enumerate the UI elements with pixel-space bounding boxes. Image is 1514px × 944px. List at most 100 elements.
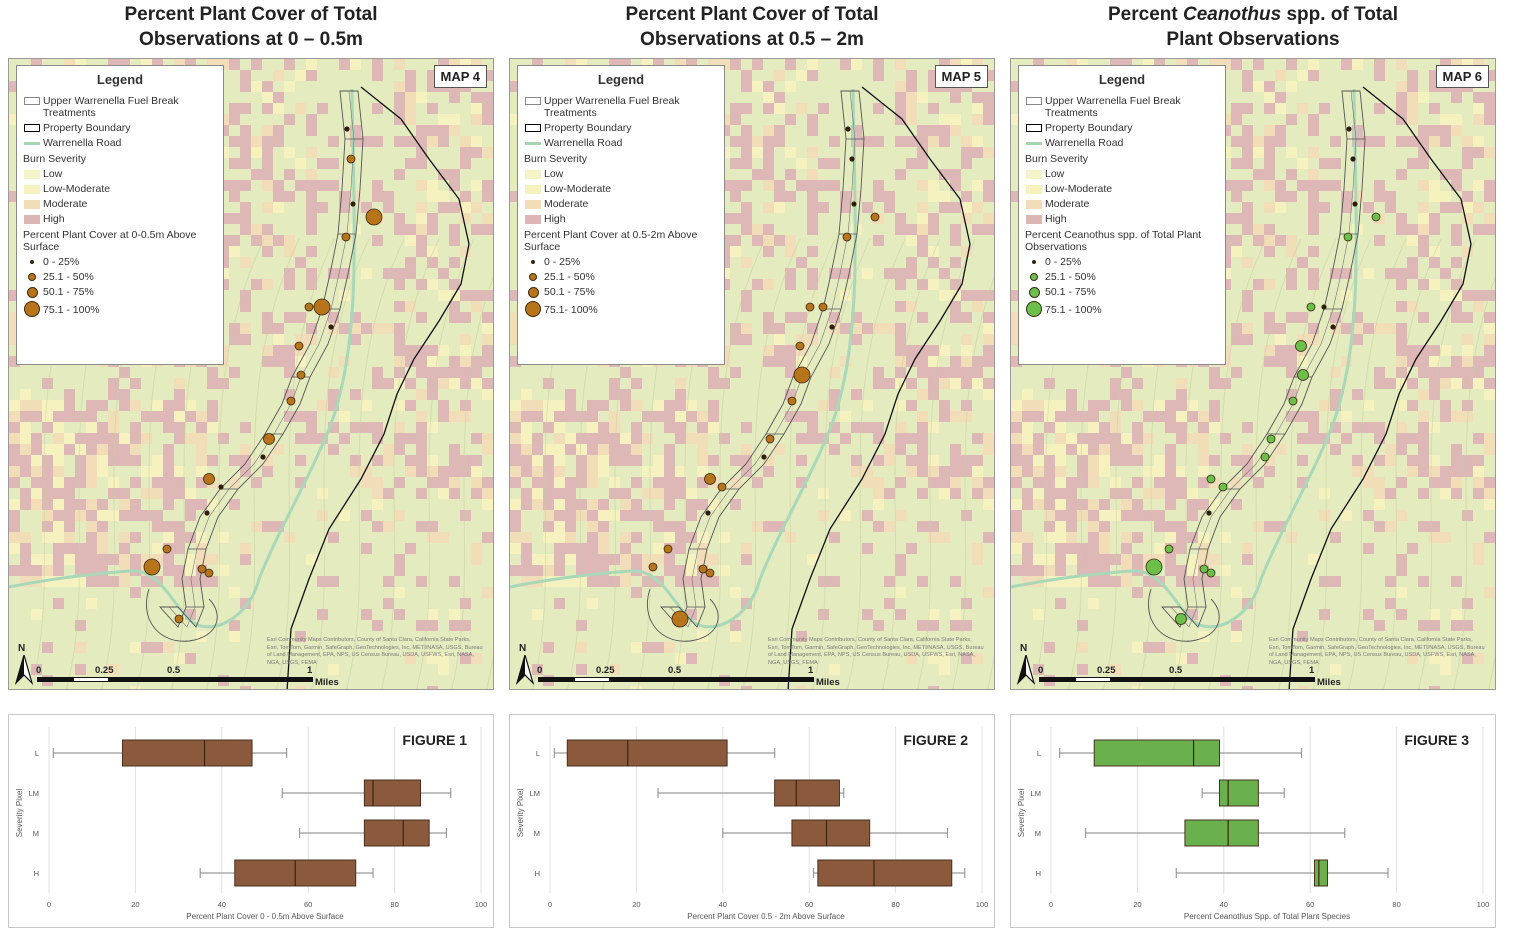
observation-point[interactable]: [842, 232, 852, 242]
observation-point[interactable]: [705, 510, 711, 516]
observation-point[interactable]: [218, 484, 224, 490]
observation-point[interactable]: [304, 302, 314, 312]
observation-point[interactable]: [845, 126, 851, 132]
observation-point[interactable]: [663, 544, 673, 554]
observation-point[interactable]: [849, 156, 855, 162]
observation-point[interactable]: [1330, 324, 1336, 330]
box[interactable]: [1218, 779, 1259, 807]
box[interactable]: [121, 739, 253, 767]
x-tick-label: 100: [475, 900, 488, 909]
observation-point[interactable]: [1206, 474, 1216, 484]
category-label: M: [1035, 829, 1041, 838]
observation-point[interactable]: [204, 568, 214, 578]
observation-point[interactable]: [197, 564, 207, 574]
box[interactable]: [774, 779, 840, 807]
observation-point[interactable]: [717, 482, 727, 492]
observation-point[interactable]: [648, 562, 658, 572]
observation-point[interactable]: [698, 564, 708, 574]
observation-point[interactable]: [1346, 126, 1352, 132]
observation-point[interactable]: [1164, 544, 1174, 554]
observation-point[interactable]: [263, 433, 275, 445]
observation-point[interactable]: [805, 302, 815, 312]
legend-road: Warrenella Road: [524, 137, 718, 149]
observation-point[interactable]: [341, 232, 351, 242]
observation-point[interactable]: [260, 454, 266, 460]
observation-point[interactable]: [143, 558, 161, 576]
observation-point[interactable]: [1350, 156, 1356, 162]
observation-point[interactable]: [313, 298, 331, 316]
map-view[interactable]: MAP 5 Legend Upper Warrenella Fuel Break…: [509, 58, 995, 690]
observation-point[interactable]: [829, 324, 835, 330]
box[interactable]: [817, 859, 953, 887]
observation-point[interactable]: [870, 212, 880, 222]
box[interactable]: [1314, 859, 1328, 887]
x-tick-label: 40: [1220, 900, 1228, 909]
box[interactable]: [1184, 819, 1259, 847]
observation-point[interactable]: [851, 201, 857, 207]
observation-point[interactable]: [203, 473, 215, 485]
x-tick-label: 100: [1477, 900, 1490, 909]
observation-point[interactable]: [1175, 613, 1187, 625]
legend-fuel-break: Upper Warrenella Fuel Break Treatments: [1025, 95, 1219, 119]
scale-bar: 0 0.25 0.5 1 Miles: [1038, 665, 1341, 688]
observation-point[interactable]: [1260, 452, 1270, 462]
observation-point[interactable]: [294, 341, 304, 351]
observation-point[interactable]: [162, 544, 172, 554]
observation-point[interactable]: [296, 370, 306, 380]
legend-title: Legend: [96, 72, 144, 87]
observation-point[interactable]: [286, 396, 296, 406]
observation-point[interactable]: [1206, 568, 1216, 578]
observation-point[interactable]: [1352, 201, 1358, 207]
box-plot-svg: 0 20 40 60 80 100 FIGURE 1 Percent Plant Cover …: [15, 727, 488, 921]
map-title: Percent Ceanothus spp. of Total Plant Ob…: [1010, 2, 1496, 52]
observation-point[interactable]: [365, 208, 383, 226]
category-label: LM: [530, 789, 540, 798]
legend-burn-lowmod: Low-Moderate: [524, 183, 718, 195]
observation-point[interactable]: [761, 454, 767, 460]
box[interactable]: [791, 819, 871, 847]
observation-point[interactable]: [765, 434, 775, 444]
observation-point[interactable]: [795, 341, 805, 351]
observation-point[interactable]: [346, 154, 356, 164]
observation-point[interactable]: [1145, 558, 1163, 576]
observation-point[interactable]: [1199, 564, 1209, 574]
observation-point[interactable]: [793, 366, 811, 384]
observation-point[interactable]: [1288, 396, 1298, 406]
legend-point-class-1: 25.1 - 50%: [23, 271, 217, 283]
observation-point[interactable]: [1266, 434, 1276, 444]
observation-point[interactable]: [328, 324, 334, 330]
observation-point[interactable]: [1321, 304, 1327, 310]
legend-road: Warrenella Road: [23, 137, 217, 149]
category-label: L: [35, 749, 39, 758]
box[interactable]: [363, 779, 422, 807]
observation-point[interactable]: [787, 396, 797, 406]
legend-burn-lowmod: Low-Moderate: [23, 183, 217, 195]
observation-point[interactable]: [350, 201, 356, 207]
category-label: M: [534, 829, 540, 838]
observation-point[interactable]: [818, 302, 828, 312]
north-arrow-icon: N: [1017, 643, 1035, 687]
observation-point[interactable]: [344, 126, 350, 132]
observation-point[interactable]: [705, 568, 715, 578]
observation-point[interactable]: [1218, 482, 1228, 492]
observation-point[interactable]: [704, 473, 716, 485]
observation-point[interactable]: [1295, 340, 1307, 352]
observation-point[interactable]: [1343, 232, 1353, 242]
observation-point[interactable]: [671, 610, 689, 628]
observation-point[interactable]: [174, 614, 184, 624]
box[interactable]: [1093, 739, 1220, 767]
legend-title: Legend: [1098, 72, 1146, 87]
observation-point[interactable]: [1297, 369, 1309, 381]
map-view[interactable]: MAP 6 Legend Upper Warrenella Fuel Break…: [1010, 58, 1496, 690]
observation-point[interactable]: [1206, 510, 1212, 516]
observation-point[interactable]: [1371, 212, 1381, 222]
x-axis-label: Percent Plant Cover 0 - 0.5m Above Surfa…: [186, 912, 344, 921]
observation-point[interactable]: [1306, 302, 1316, 312]
observation-point[interactable]: [204, 510, 210, 516]
box[interactable]: [566, 739, 728, 767]
figure-label: FIGURE 3: [1404, 732, 1469, 748]
box[interactable]: [363, 819, 430, 847]
x-tick-label: 20: [131, 900, 139, 909]
map-view[interactable]: MAP 4 Legend Upper Warrenella Fuel Break…: [8, 58, 494, 690]
x-tick-label: 0: [1049, 900, 1053, 909]
